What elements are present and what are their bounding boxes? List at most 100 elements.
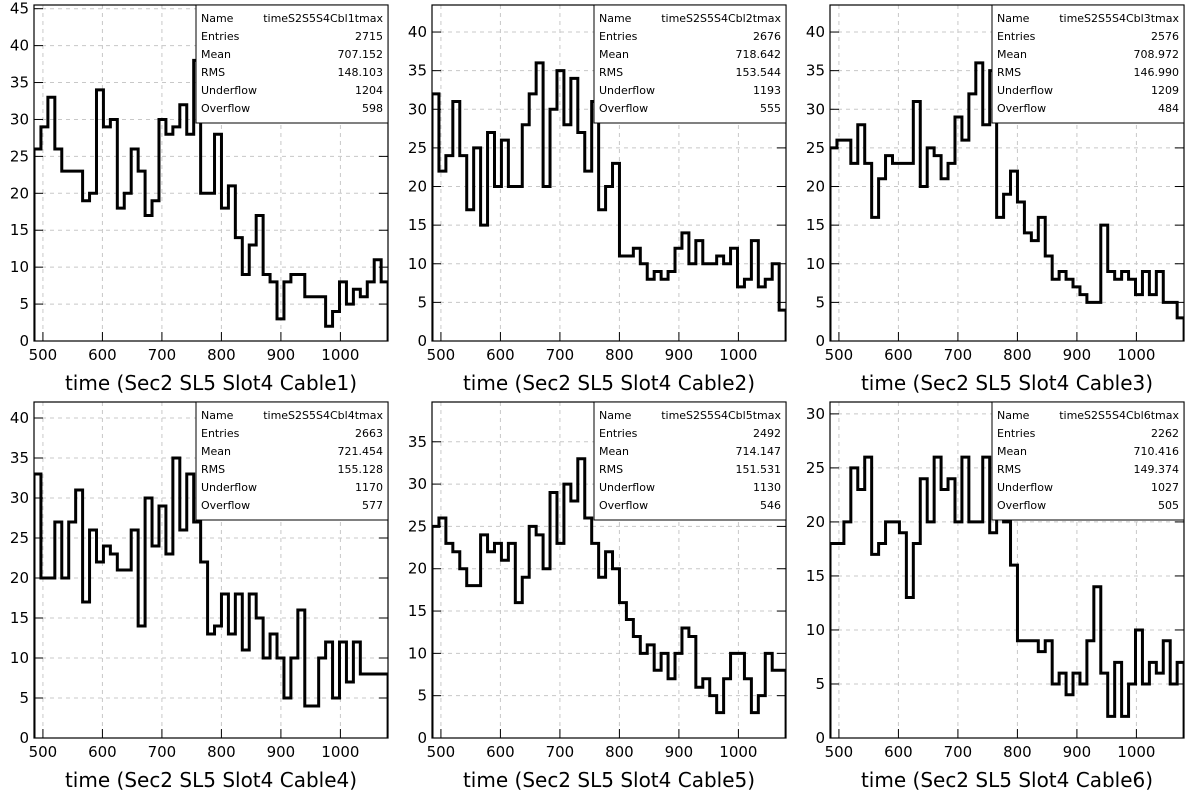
y-tick-label: 25 xyxy=(408,139,427,157)
stats-value-mean: 710.416 xyxy=(1134,445,1180,458)
stats-label-name: Name xyxy=(201,12,234,25)
stats-value-entries: 2663 xyxy=(355,427,383,440)
stats-label-entries: Entries xyxy=(201,427,240,440)
x-tick-label: 700 xyxy=(944,346,973,364)
stats-label-rms: RMS xyxy=(599,463,623,476)
stats-value-rms: 153.544 xyxy=(736,66,782,79)
x-axis-title: time (Sec2 SL5 Slot4 Cable6) xyxy=(861,768,1153,792)
stats-value-entries: 2576 xyxy=(1151,30,1179,43)
stats-label-name: Name xyxy=(599,12,632,25)
y-tick-label: 20 xyxy=(806,178,825,196)
stats-label-underflow: Underflow xyxy=(997,481,1053,494)
stats-label-entries: Entries xyxy=(997,30,1036,43)
y-tick-label: 25 xyxy=(10,147,29,165)
histogram-panel-5: 0 5 10 15 20 25 30 35 500 600 700 800 900 1000 time (S… xyxy=(398,397,796,797)
histogram-outline xyxy=(830,455,1184,738)
x-tick-label: 600 xyxy=(486,743,515,761)
stats-label-underflow: Underflow xyxy=(201,481,257,494)
stats-label-rms: RMS xyxy=(997,463,1021,476)
stats-value-name: timeS2S5S4Cbl4tmax xyxy=(263,409,383,422)
stats-label-name: Name xyxy=(997,12,1030,25)
y-tick-label: 15 xyxy=(408,602,427,620)
y-tick-label: 20 xyxy=(10,569,29,587)
stats-label-mean: Mean xyxy=(599,445,629,458)
x-axis-title: time (Sec2 SL5 Slot4 Cable2) xyxy=(463,371,755,395)
histogram-chart-3: 0 5 10 15 20 25 30 35 40 500 600 700 800 900 1000 time … xyxy=(806,4,1185,395)
stats-box xyxy=(195,401,389,521)
stats-value-overflow: 505 xyxy=(1158,499,1179,512)
x-tick-label: 900 xyxy=(665,346,694,364)
stats-value-rms: 151.531 xyxy=(736,463,782,476)
histogram-panel-2: 0 5 10 15 20 25 30 35 40 500 600 700 800 900 1000 time … xyxy=(398,0,796,400)
stats-value-name: timeS2S5S4Cbl5tmax xyxy=(661,409,781,422)
stats-value-rms: 149.374 xyxy=(1134,463,1180,476)
x-tick-label: 500 xyxy=(427,743,456,761)
y-tick-label: 10 xyxy=(408,255,427,273)
y-tick-label: 5 xyxy=(19,295,29,313)
stats-label-overflow: Overflow xyxy=(997,499,1046,512)
stats-label-mean: Mean xyxy=(997,445,1027,458)
histogram-panel-6: 0 5 10 15 20 25 30 500 600 700 800 900 1000 time (Sec… xyxy=(796,397,1194,797)
y-tick-label: 20 xyxy=(408,178,427,196)
y-tick-label: 10 xyxy=(10,649,29,667)
x-tick-label: 900 xyxy=(1063,743,1092,761)
stats-value-name: timeS2S5S4Cbl3tmax xyxy=(1059,12,1179,25)
histogram-panel-3: 0 5 10 15 20 25 30 35 40 500 600 700 800 900 1000 time … xyxy=(796,0,1194,400)
x-tick-label: 1000 xyxy=(1117,346,1155,364)
y-tick-label: 25 xyxy=(806,459,825,477)
stats-value-underflow: 1130 xyxy=(753,481,781,494)
x-tick-label: 900 xyxy=(665,743,694,761)
stats-value-overflow: 555 xyxy=(760,102,781,115)
y-tick-label: 40 xyxy=(806,23,825,41)
stats-box xyxy=(593,4,787,124)
stats-value-entries: 2676 xyxy=(753,30,781,43)
stats-box xyxy=(593,401,787,521)
stats-value-entries: 2492 xyxy=(753,427,781,440)
y-tick-label: 30 xyxy=(408,100,427,118)
histogram-outline xyxy=(34,456,388,738)
stats-value-mean: 708.972 xyxy=(1134,48,1180,61)
x-tick-label: 1000 xyxy=(321,743,359,761)
stats-label-overflow: Overflow xyxy=(599,102,648,115)
histogram-outline xyxy=(432,457,786,738)
y-tick-label: 15 xyxy=(806,567,825,585)
histogram-outline xyxy=(830,61,1184,341)
x-tick-label: 900 xyxy=(267,743,296,761)
stats-value-mean: 707.152 xyxy=(338,48,384,61)
stats-value-mean: 714.147 xyxy=(736,445,782,458)
stats-label-underflow: Underflow xyxy=(599,84,655,97)
x-tick-label: 500 xyxy=(29,346,58,364)
y-tick-label: 15 xyxy=(10,221,29,239)
stats-value-overflow: 484 xyxy=(1158,102,1179,115)
stats-value-overflow: 598 xyxy=(362,102,383,115)
stats-label-mean: Mean xyxy=(201,445,231,458)
x-tick-label: 800 xyxy=(207,346,236,364)
y-tick-label: 30 xyxy=(10,110,29,128)
x-tick-label: 1000 xyxy=(719,346,757,364)
histogram-panel-4: 0 5 10 15 20 25 30 35 40 500 600 700 800 900 1000 time … xyxy=(0,397,398,797)
stats-value-entries: 2715 xyxy=(355,30,383,43)
x-tick-label: 500 xyxy=(825,346,854,364)
x-tick-label: 500 xyxy=(825,743,854,761)
y-tick-label: 25 xyxy=(806,139,825,157)
y-tick-label: 5 xyxy=(417,687,427,705)
stats-label-underflow: Underflow xyxy=(599,481,655,494)
x-tick-label: 800 xyxy=(605,743,634,761)
histogram-chart-2: 0 5 10 15 20 25 30 35 40 500 600 700 800 900 1000 time … xyxy=(408,4,787,395)
x-axis-title: time (Sec2 SL5 Slot4 Cable4) xyxy=(65,768,357,792)
y-tick-label: 35 xyxy=(10,74,29,92)
y-tick-label: 0 xyxy=(19,332,29,350)
x-tick-label: 800 xyxy=(605,346,634,364)
y-tick-label: 20 xyxy=(10,184,29,202)
y-tick-label: 25 xyxy=(10,529,29,547)
x-tick-label: 900 xyxy=(1063,346,1092,364)
y-tick-label: 15 xyxy=(806,216,825,234)
x-tick-label: 700 xyxy=(944,743,973,761)
stats-label-entries: Entries xyxy=(599,427,638,440)
stats-label-overflow: Overflow xyxy=(201,102,250,115)
stats-label-underflow: Underflow xyxy=(997,84,1053,97)
histogram-chart-5: 0 5 10 15 20 25 30 35 500 600 700 800 900 1000 time (S… xyxy=(408,401,787,792)
x-tick-label: 900 xyxy=(267,346,296,364)
y-tick-label: 40 xyxy=(10,37,29,55)
